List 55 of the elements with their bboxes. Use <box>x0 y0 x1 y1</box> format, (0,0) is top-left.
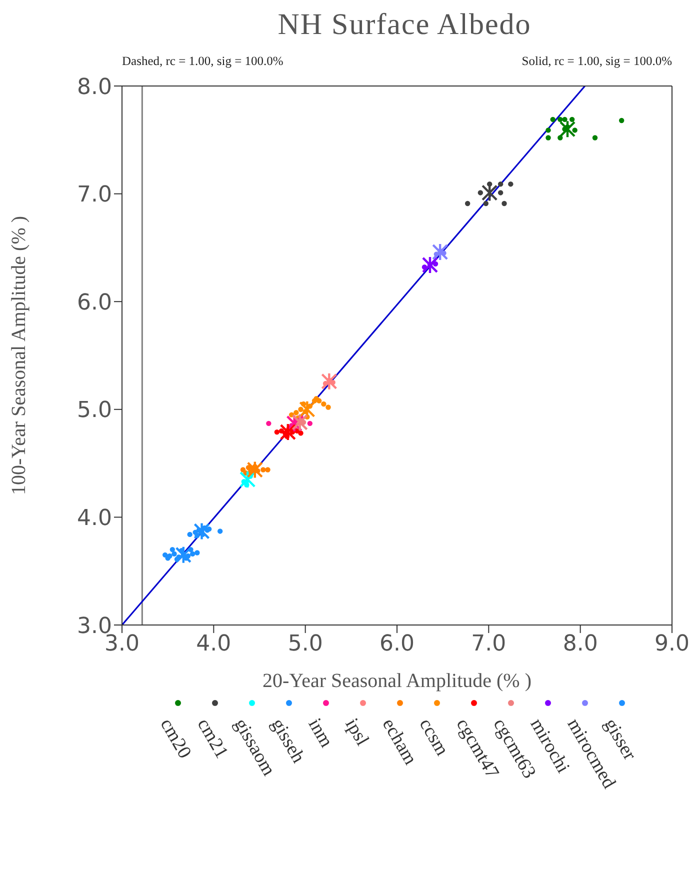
x-tick-label: 4.0 <box>196 632 232 657</box>
point <box>464 200 470 206</box>
point <box>558 116 563 122</box>
point <box>498 182 504 187</box>
y-axis-title: 100-Year Seasonal Amplitude (% ) <box>8 216 30 496</box>
legend-label: ipsl <box>340 715 373 750</box>
point <box>194 522 210 540</box>
y-tick-label: 4.0 <box>77 506 112 532</box>
point <box>307 420 313 426</box>
point <box>432 261 438 266</box>
point <box>562 116 568 122</box>
point <box>266 420 272 426</box>
point <box>502 200 507 206</box>
point <box>274 429 280 435</box>
point <box>572 128 578 133</box>
y-tick-label: 5.0 <box>77 398 112 424</box>
point <box>260 467 266 472</box>
text: Solid, rc = 1.00, sig = 100.0% <box>522 54 672 69</box>
point <box>194 550 200 556</box>
point <box>217 528 223 534</box>
text: Dashed, rc = 1.00, sig = 100.0% <box>122 54 284 69</box>
x-axis-title: 20-Year Seasonal Amplitude (% ) <box>262 670 532 692</box>
point <box>298 406 304 412</box>
x-tick-label: 7.0 <box>471 632 506 657</box>
point <box>569 116 575 122</box>
point <box>278 428 284 434</box>
point <box>172 551 177 556</box>
point <box>498 190 504 196</box>
point <box>321 401 326 407</box>
point <box>175 546 192 564</box>
chart-title: NH Surface Albedo <box>276 8 532 43</box>
point <box>592 135 598 140</box>
point <box>508 182 514 187</box>
y-tick-label: 8.0 <box>77 74 112 100</box>
x-tick-label: 9.0 <box>654 632 690 657</box>
point <box>190 551 196 556</box>
point <box>546 135 551 140</box>
point <box>326 404 331 410</box>
legend-label: inm <box>303 715 337 752</box>
point <box>298 430 304 436</box>
x-tick-label: 5.0 <box>288 632 323 657</box>
point <box>618 118 624 124</box>
point <box>294 410 299 416</box>
point <box>478 190 484 196</box>
point <box>550 116 556 122</box>
point <box>165 556 170 561</box>
x-tick-label: 6.0 <box>380 632 414 657</box>
y-tick-label: 6.0 <box>77 290 112 316</box>
point <box>265 467 270 472</box>
point <box>170 546 176 552</box>
x-tick-label: 8.0 <box>562 632 598 657</box>
point <box>187 532 192 538</box>
point <box>546 128 551 133</box>
point <box>483 200 489 206</box>
y-tick-label: 7.0 <box>77 182 112 208</box>
